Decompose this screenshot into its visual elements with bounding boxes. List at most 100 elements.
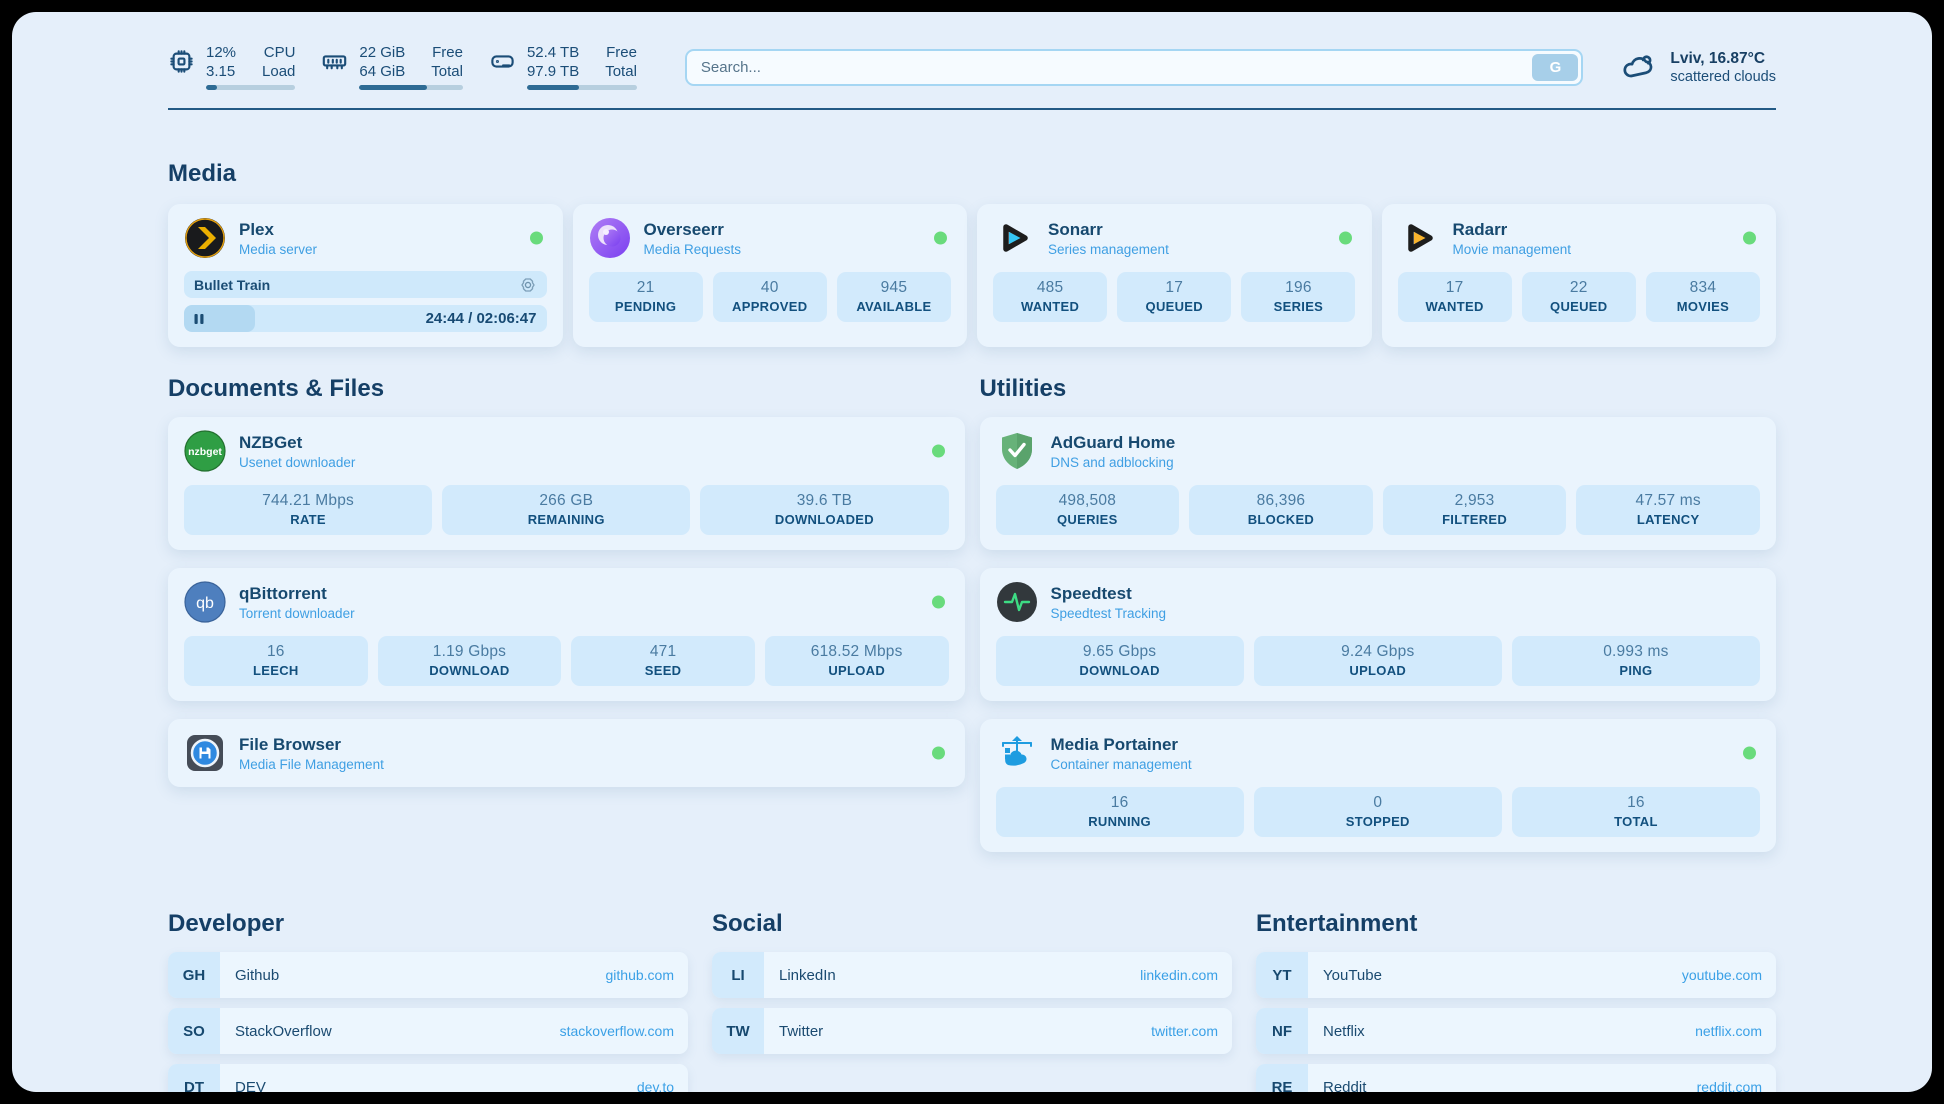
- bookmark-linkedin[interactable]: LI LinkedIn linkedin.com: [712, 952, 1232, 998]
- stat-box: 9.65 Gbps DOWNLOAD: [995, 636, 1244, 686]
- stat-box: 834 MOVIES: [1645, 272, 1760, 322]
- app-name: Radarr: [1452, 219, 1508, 239]
- app-subtitle: Media Requests: [643, 241, 742, 257]
- stat-box: 471 SEED: [571, 636, 755, 686]
- app-name: Media Portainer: [1050, 734, 1179, 754]
- stat-box: 17 WANTED: [1397, 272, 1512, 322]
- app-subtitle: Speedtest Tracking: [1050, 605, 1167, 621]
- bookmark-abbr: RE: [1256, 1064, 1308, 1092]
- overseerr-icon: [589, 217, 631, 259]
- stat-box: 196 SERIES: [1241, 272, 1356, 322]
- gear-icon: [520, 277, 535, 292]
- bookmark-github[interactable]: GH Github github.com: [168, 952, 688, 998]
- pause-icon: [194, 313, 204, 324]
- stat-box: 16 LEECH: [184, 636, 368, 686]
- cloud-icon: [1623, 55, 1653, 78]
- status-dot: [934, 231, 947, 245]
- app-card-overseerr[interactable]: Overseerr Media Requests 21 PENDING 40 APP…: [572, 204, 967, 347]
- status-dot: [1743, 231, 1756, 245]
- bookmark-abbr: LI: [712, 952, 764, 998]
- stat-box: 744.21 Mbps RATE: [184, 485, 433, 535]
- app-name: Overseerr: [643, 219, 724, 239]
- status-dot: [529, 231, 543, 245]
- bookmark-abbr: YT: [1256, 952, 1308, 998]
- status-dot: [931, 444, 945, 458]
- weather-condition: scattered clouds: [1670, 68, 1776, 85]
- social-column: Social LI LinkedIn linkedin.com TW Twitt…: [712, 910, 1232, 1092]
- bookmark-abbr: SO: [168, 1008, 220, 1054]
- adguard-icon: [996, 430, 1038, 472]
- search-input[interactable]: [684, 48, 1584, 86]
- stat-box: 9.24 Gbps UPLOAD: [1253, 636, 1502, 686]
- bookmark-netflix[interactable]: NF Netflix netflix.com: [1256, 1008, 1776, 1054]
- disk-labels: Free Total: [605, 43, 637, 80]
- bookmark-stackoverflow[interactable]: SO StackOverflow stackoverflow.com: [168, 1008, 688, 1054]
- portainer-icon: [996, 732, 1038, 774]
- bookmark-dev[interactable]: DT DEV dev.to: [168, 1064, 688, 1092]
- bookmark-url: netflix.com: [1695, 1023, 1762, 1039]
- app-card-speedtest[interactable]: Speedtest Speedtest Tracking 9.65 Gbps DO…: [979, 568, 1776, 701]
- app-card-filebrowser[interactable]: File Browser Media File Management: [168, 719, 965, 787]
- memory-values: 22 GiB 64 GiB: [359, 43, 406, 80]
- stat-box: 39.6 TB DOWNLOADED: [700, 485, 949, 535]
- disk-widget: 52.4 TB 97.9 TB Free Total: [489, 44, 637, 91]
- app-card-sonarr[interactable]: Sonarr Series management 485 WANTED 17 QUE…: [977, 204, 1372, 347]
- search-engine-button[interactable]: G: [1532, 53, 1579, 81]
- bookmark-twitter[interactable]: TW Twitter twitter.com: [712, 1008, 1232, 1054]
- qbittorrent-icon: qb: [184, 581, 226, 623]
- app-card-nzbget[interactable]: nzbget NZBGet Usenet downloader 744.21 M…: [168, 417, 965, 550]
- app-card-qbittorrent[interactable]: qb qBittorrent Torrent downloader 16 LEEC…: [168, 568, 965, 701]
- bookmark-name: LinkedIn: [779, 966, 836, 984]
- bookmark-abbr: DT: [168, 1064, 220, 1092]
- documents-column: Documents & Files nzbget NZBGet Usenet d…: [168, 375, 965, 870]
- app-card-plex[interactable]: Plex Media server Bullet Train 24:44 / 0…: [168, 204, 563, 347]
- stat-box: 22 QUEUED: [1521, 272, 1636, 322]
- stat-box: 21 PENDING: [588, 272, 703, 322]
- bookmark-name: DEV: [235, 1078, 266, 1093]
- nzbget-icon: nzbget: [184, 430, 226, 472]
- app-subtitle: Container management: [1050, 756, 1192, 772]
- sonarr-icon: [993, 217, 1035, 259]
- stat-box: 16 RUNNING: [995, 787, 1244, 837]
- app-name: qBittorrent: [239, 583, 327, 603]
- bookmark-url: reddit.com: [1696, 1079, 1762, 1092]
- cpu-values: 12% 3.15: [206, 43, 237, 80]
- app-name: Plex: [239, 219, 274, 239]
- app-card-portainer[interactable]: Media Portainer Container management 16 R…: [979, 719, 1776, 852]
- bookmark-url: stackoverflow.com: [559, 1023, 674, 1039]
- bookmark-abbr: GH: [168, 952, 220, 998]
- memory-widget: 22 GiB 64 GiB Free Total: [321, 44, 463, 91]
- developer-column: Developer GH Github github.com SO StackO…: [168, 910, 688, 1092]
- svg-text:nzbget: nzbget: [188, 446, 222, 458]
- memory-progress-bar: [359, 85, 463, 91]
- stat-box: 17 QUEUED: [1117, 272, 1232, 322]
- bookmark-abbr: NF: [1256, 1008, 1308, 1054]
- app-card-radarr[interactable]: Radarr Movie management 17 WANTED 22 QUEUE…: [1381, 204, 1776, 347]
- svg-text:qb: qb: [196, 595, 214, 612]
- stat-box: 2,953 FILTERED: [1382, 485, 1567, 535]
- bookmark-youtube[interactable]: YT YouTube youtube.com: [1256, 952, 1776, 998]
- stat-box: 1.19 Gbps DOWNLOAD: [377, 636, 562, 686]
- weather-widget: Lviv, 16.87°C scattered clouds: [1621, 49, 1776, 85]
- top-bar: 12% 3.15 CPU Load 22 GiB 64 GiB Free Total: [168, 40, 1776, 94]
- now-playing-title: Bullet Train: [194, 276, 271, 293]
- now-playing-row: Bullet Train: [184, 271, 547, 298]
- media-grid: Plex Media server Bullet Train 24:44 / 0…: [168, 204, 1776, 347]
- stat-box: 945 AVAILABLE: [836, 272, 951, 322]
- bookmark-reddit[interactable]: RE Reddit reddit.com: [1256, 1064, 1776, 1092]
- disk-values: 52.4 TB 97.9 TB: [526, 43, 580, 80]
- section-title-developer: Developer: [168, 910, 285, 937]
- bookmark-url: youtube.com: [1681, 967, 1762, 983]
- cpu-icon: [170, 50, 193, 73]
- stat-box: 16 TOTAL: [1511, 787, 1760, 837]
- utilities-column: Utilities AdGuard Home DNS and adblockin…: [979, 375, 1776, 870]
- app-card-adguard[interactable]: AdGuard Home DNS and adblocking 498,508 Q…: [979, 417, 1776, 550]
- stat-box: 266 GB REMAINING: [442, 485, 691, 535]
- bookmark-name: Github: [235, 966, 280, 984]
- app-subtitle: DNS and adblocking: [1050, 454, 1174, 470]
- speedtest-icon: [996, 581, 1038, 623]
- cpu-progress-bar: [206, 85, 296, 91]
- bookmark-name: Reddit: [1323, 1078, 1367, 1093]
- app-name: Sonarr: [1048, 219, 1103, 239]
- status-dot: [1338, 231, 1352, 245]
